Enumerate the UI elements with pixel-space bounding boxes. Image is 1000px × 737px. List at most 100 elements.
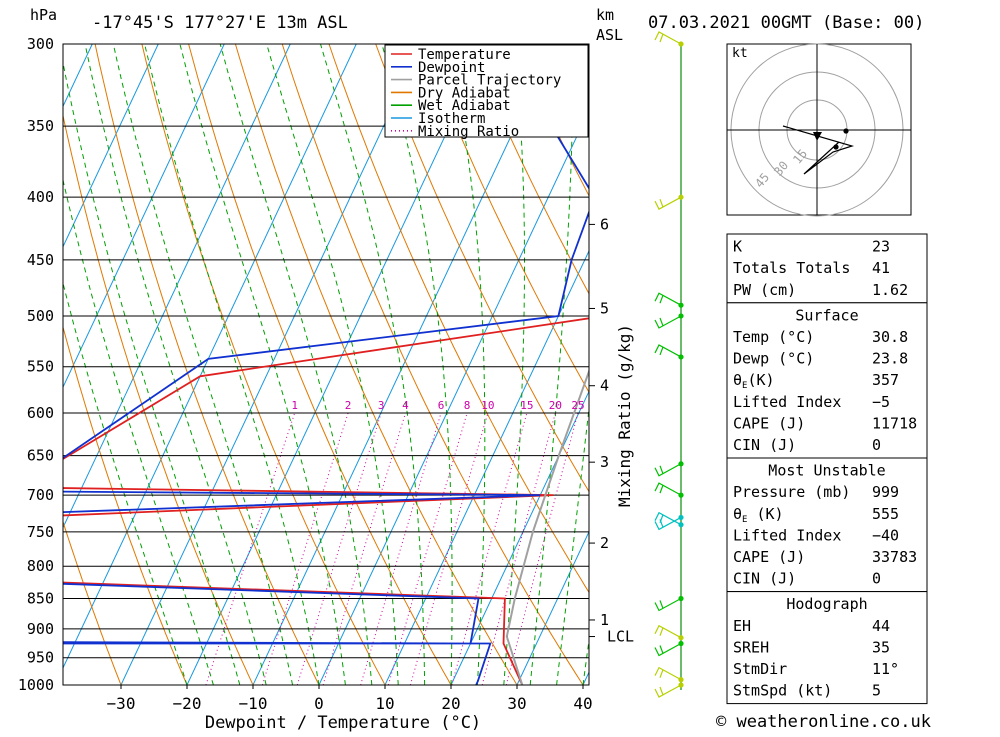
wind-level-dot <box>678 195 683 200</box>
pressure-tick-label: 350 <box>27 117 54 135</box>
pressure-tick-label: 400 <box>27 188 54 206</box>
km-tick-label: 1 <box>600 611 609 629</box>
hodograph-stats-row-value: 5 <box>872 682 881 700</box>
mixing-ratio-label: 1 <box>291 399 298 412</box>
indices-row-label: K <box>733 238 742 256</box>
dry-adiabat-line <box>984 44 1000 685</box>
surface-row-label: CIN (J) <box>733 436 796 454</box>
surface-row-value: 30.8 <box>872 328 908 346</box>
most-unstable-row-label: CAPE (J) <box>733 548 805 566</box>
wind-level-dot <box>678 635 683 640</box>
wind-profile <box>655 32 684 697</box>
surface-title: Surface <box>795 306 858 324</box>
most-unstable-row-label: CIN (J) <box>733 570 796 588</box>
x-tick-label: 20 <box>441 694 460 713</box>
surface-row-value: 0 <box>872 436 881 454</box>
pressure-tick-label: 950 <box>27 649 54 667</box>
surface-row-value: 11718 <box>872 414 917 432</box>
most-unstable-row-value: −40 <box>872 526 899 544</box>
surface-row-value: −5 <box>872 393 890 411</box>
x-tick-label: 0 <box>314 694 324 713</box>
km-tick-label: 6 <box>600 215 609 233</box>
asl-unit-label: ASL <box>596 26 623 44</box>
pressure-tick-label: 750 <box>27 523 54 541</box>
location-title: -17°45'S 177°27'E 13m ASL <box>92 13 348 33</box>
x-axis-label: Dewpoint / Temperature (°C) <box>205 713 481 733</box>
x-tick-label: 10 <box>375 694 394 713</box>
most-unstable-row-value: 0 <box>872 570 881 588</box>
most-unstable-row-label: Pressure (mb) <box>733 483 850 501</box>
mixing-ratio-label: 4 <box>402 399 409 412</box>
km-tick-label: 5 <box>600 299 609 317</box>
x-tick-label: 40 <box>573 694 592 713</box>
hodograph-unit: kt <box>732 46 748 61</box>
indices-row-label: PW (cm) <box>733 281 796 299</box>
x-tick-label: −10 <box>239 694 268 713</box>
pressure-tick-label: 300 <box>27 35 54 53</box>
km-tick-label: 3 <box>600 453 609 471</box>
most-unstable-row-value: 555 <box>872 505 899 523</box>
wind-barb <box>655 464 681 476</box>
x-tick-label: 30 <box>507 694 526 713</box>
wind-barb <box>655 513 681 525</box>
most-unstable-title: Most Unstable <box>768 462 885 480</box>
isotherm-line <box>0 44 26 685</box>
mixing-ratio-label: 3 <box>378 399 385 412</box>
most-unstable-row-value: 999 <box>872 483 899 501</box>
pressure-tick-label: 1000 <box>18 676 54 694</box>
hodograph-stats-row-value: 35 <box>872 638 890 656</box>
hodograph-stats-row-label: StmSpd (kt) <box>733 682 832 700</box>
surface-row-label: θE(K) <box>733 371 775 391</box>
surface-row-label: Temp (°C) <box>733 328 814 346</box>
wind-barb <box>655 685 681 697</box>
wind-barb <box>655 293 681 305</box>
legend-label: Mixing Ratio <box>418 124 519 140</box>
mixing-ratio-axis-label: Mixing Ratio (g/kg) <box>615 324 634 507</box>
hodograph-point <box>833 144 838 149</box>
wind-barb <box>655 668 681 680</box>
pressure-tick-label: 550 <box>27 358 54 376</box>
wind-barb <box>655 598 681 610</box>
wind-barb <box>655 483 681 495</box>
x-tick-label: −20 <box>173 694 202 713</box>
pressure-tick-label: 850 <box>27 589 54 607</box>
pressure-tick-label: 800 <box>27 557 54 575</box>
most-unstable-row-value: 33783 <box>872 548 917 566</box>
pressure-tick-label: 700 <box>27 486 54 504</box>
km-tick-label: 4 <box>600 377 609 395</box>
pressure-tick-label: 650 <box>27 447 54 465</box>
hodograph-stats-title: Hodograph <box>786 595 867 613</box>
pressure-tick-label: 450 <box>27 251 54 269</box>
km-tick-label: 2 <box>600 534 609 552</box>
indices-row-value: 41 <box>872 259 890 277</box>
wind-barb <box>655 345 681 357</box>
wind-barb <box>655 32 681 44</box>
datetime-title: 07.03.2021 00GMT (Base: 00) <box>648 13 924 33</box>
hodograph-stats-row-value: 44 <box>872 617 890 635</box>
mixing-ratio-label: 10 <box>481 399 494 412</box>
pressure-unit-label: hPa <box>30 6 57 24</box>
hodograph-stats-row-value: 11° <box>872 660 899 678</box>
wind-barb <box>655 316 681 328</box>
indices-row-label: Totals Totals <box>733 259 850 277</box>
km-unit-label: km <box>596 6 614 24</box>
hodograph-stats-row-label: EH <box>733 617 751 635</box>
hodograph-storm-motion <box>843 128 848 133</box>
pressure-tick-label: 500 <box>27 307 54 325</box>
pressure-tick-label: 900 <box>27 620 54 638</box>
mixing-ratio-label: 6 <box>438 399 445 412</box>
wind-barb <box>655 626 681 638</box>
x-tick-label: −30 <box>107 694 136 713</box>
wind-barb <box>655 643 681 655</box>
pressure-tick-label: 600 <box>27 404 54 422</box>
surface-row-label: CAPE (J) <box>733 414 805 432</box>
mixing-ratio-label: 15 <box>520 399 533 412</box>
temperature-tick-labels: −30 −20 −10 0 10 20 30 40 <box>107 685 593 713</box>
mixing-ratio-label: 2 <box>345 399 352 412</box>
hodograph-stats-row-label: SREH <box>733 638 769 656</box>
